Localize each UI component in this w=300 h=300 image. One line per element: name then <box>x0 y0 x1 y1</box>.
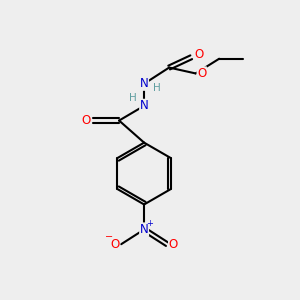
Text: O: O <box>169 238 178 251</box>
Text: N: N <box>140 77 148 90</box>
Text: N: N <box>140 223 148 236</box>
Text: −: − <box>105 232 113 242</box>
Text: O: O <box>82 114 91 127</box>
Text: O: O <box>197 67 206 80</box>
Text: O: O <box>110 238 120 251</box>
Text: N: N <box>140 99 148 112</box>
Text: +: + <box>146 218 153 227</box>
Text: H: H <box>129 93 137 103</box>
Text: H: H <box>153 83 160 93</box>
Text: O: O <box>194 48 203 61</box>
